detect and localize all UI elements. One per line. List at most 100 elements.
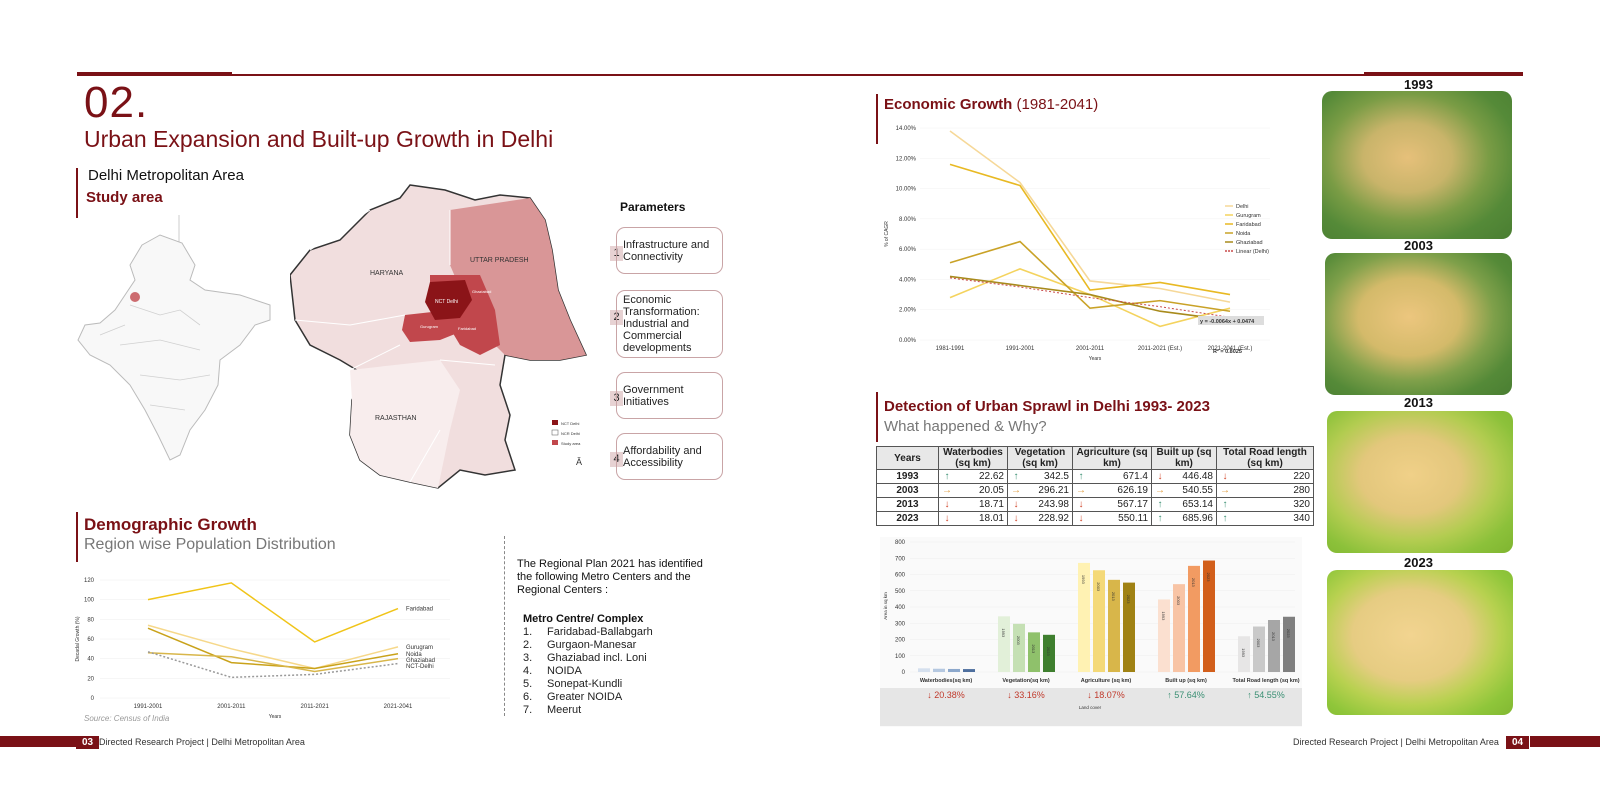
bar-label: 2023 xyxy=(1126,595,1131,605)
legend-label: Gurugram xyxy=(1236,213,1261,219)
x-tick-label: 2021-2041 xyxy=(384,704,413,710)
series-label: Faridabad xyxy=(406,607,433,613)
bar-label: 1993 xyxy=(1081,575,1086,585)
value-cell: ↓ 446.48 xyxy=(1151,469,1217,484)
label-faridabad: Faridabad xyxy=(458,326,476,331)
series-line xyxy=(949,163,1231,296)
value-cell: ↑ 340 xyxy=(1216,511,1314,526)
cell-value: 567.17 xyxy=(1117,499,1148,510)
bar xyxy=(918,668,930,672)
bar xyxy=(1108,579,1120,672)
legend-label: Linear (Delhi) xyxy=(1236,249,1269,255)
y-tick-label: 60 xyxy=(87,637,94,643)
trend-down-icon: ↓ xyxy=(1013,499,1019,510)
y-tick-label: 0 xyxy=(902,670,906,676)
series-label: Ghaziabad xyxy=(406,658,435,664)
list-item: 7. Meerut xyxy=(523,704,653,717)
y-tick-label: 40 xyxy=(87,657,94,663)
economic-heading: Economic Growth (1981-2041) xyxy=(884,96,1098,113)
list-item-label: Ghaziabad incl. Loni xyxy=(547,652,647,664)
y-tick-label: 8.00% xyxy=(899,217,917,223)
list-item: 2. Gurgaon-Manesar xyxy=(523,639,653,652)
list-item-number: 3. xyxy=(523,652,533,664)
cell-value: 296.21 xyxy=(1038,485,1069,496)
series-line xyxy=(147,651,399,679)
label-haryana: HARYANA xyxy=(370,270,404,277)
bar xyxy=(948,668,960,672)
cell-value: 671.4 xyxy=(1122,471,1148,482)
series-line xyxy=(147,582,399,643)
category-label: Vegetation(sq km) xyxy=(1002,678,1050,684)
category-label: Agriculture (sq km) xyxy=(1081,678,1132,684)
value-cell: → 540.55 xyxy=(1151,483,1217,498)
y-tick-label: 10.00% xyxy=(896,187,917,193)
value-cell: ↓ 228.92 xyxy=(1007,511,1073,526)
bar-footer xyxy=(880,688,1302,726)
label-nct: NCT Delhi xyxy=(435,299,458,305)
footer-bar-left xyxy=(0,736,78,747)
param-box-1: Infrastructure and Connectivity xyxy=(616,227,723,274)
list-item-number: 4. xyxy=(523,665,533,677)
footer-page-right: 04 xyxy=(1506,736,1530,749)
col-road: Total Road length (sq km) xyxy=(1216,446,1314,470)
bar xyxy=(1253,626,1265,672)
y-tick-label: 500 xyxy=(895,589,906,595)
trend-up-icon: ↑ xyxy=(1157,499,1163,510)
x-axis-label: Land cover xyxy=(1079,705,1102,710)
cell-value: 243.98 xyxy=(1038,499,1069,510)
series-label: Noida xyxy=(406,652,422,658)
table-row: 2023 ↓ 18.01 ↓ 228.92 ↓ 550.11 ↑ 685.96 ↑ 340 xyxy=(876,511,1314,526)
value-cell: ↑ 320 xyxy=(1216,497,1314,512)
y-tick-label: 20 xyxy=(87,676,94,682)
equation-box xyxy=(1198,316,1264,325)
table-row: 2013 ↓ 18.71 ↓ 243.98 ↓ 567.17 ↑ 653.14 ↑ 320 xyxy=(876,497,1314,512)
legend-swatch-study xyxy=(552,440,558,445)
y-tick-label: 700 xyxy=(895,556,906,562)
value-cell: ↑ 685.96 xyxy=(1151,511,1217,526)
table-header-row: Years Waterbodies (sq km) Vegetation (sq… xyxy=(876,446,1314,470)
rajasthan-region xyxy=(350,360,460,488)
map-2003 xyxy=(1325,253,1512,395)
trend-up-icon: ↑ xyxy=(1222,513,1228,524)
value-cell: ↓ 18.01 xyxy=(938,511,1008,526)
y-tick-label: 120 xyxy=(84,578,95,584)
bar-label: 2003 xyxy=(1096,582,1101,592)
label-ghaziabad: Ghaziabad xyxy=(472,289,491,294)
value-cell: → 20.05 xyxy=(938,483,1008,498)
demographic-title: Demographic Growth xyxy=(84,515,257,534)
bar-label: 1993 xyxy=(1161,611,1166,621)
value-cell: → 296.21 xyxy=(1007,483,1073,498)
series-line xyxy=(949,130,1231,303)
trend-up-icon: ↑ xyxy=(944,471,950,482)
trend-down-icon: ↓ xyxy=(1078,513,1084,524)
section-number: 02. xyxy=(84,78,149,127)
bar-label: 1993 xyxy=(1001,628,1006,638)
y-tick-label: 0 xyxy=(91,696,95,702)
trend-down-icon: ↓ xyxy=(1157,471,1163,482)
value-cell: ↓ 18.71 xyxy=(938,497,1008,512)
cell-value: 228.92 xyxy=(1038,513,1069,524)
col-agriculture: Agriculture (sq km) xyxy=(1072,446,1152,470)
series-line xyxy=(949,275,1231,322)
table-row: 1993 ↑ 22.62 ↑ 342.5 ↑ 671.4 ↓ 446.48 ↓ 220 xyxy=(876,469,1314,484)
demographic-chart: 0 20 40 60 80 100 120 1991-2001 2001-2011 2011-20… xyxy=(75,578,450,720)
param-box-3: Government Initiatives xyxy=(616,372,723,419)
trend-up-icon: ↑ xyxy=(1157,513,1163,524)
year-cell: 2023 xyxy=(876,511,939,526)
north-arrow-icon: Ă xyxy=(576,457,582,467)
cell-value: 280 xyxy=(1293,485,1310,496)
legend-label-study: Study area xyxy=(561,441,581,446)
list-item-label: Greater NOIDA xyxy=(547,691,623,703)
study-line1: Delhi Metropolitan Area xyxy=(88,167,244,184)
x-tick-label: 2001-2011 xyxy=(217,704,246,710)
list-item-label: Sonepat-Kundli xyxy=(547,678,623,690)
map-2023 xyxy=(1327,570,1513,715)
legend-label-nct: NCT Delhi xyxy=(561,421,579,426)
economic-chart: 0.00% 2.00% 4.00% 6.00% 8.00% 10.00% 12.00% 14.… xyxy=(884,126,1270,362)
footer-text-right: Directed Research Project | Delhi Metrop… xyxy=(1293,737,1499,747)
bar xyxy=(933,668,945,672)
economic-rule xyxy=(876,94,878,144)
trend-down-icon: ↓ xyxy=(1078,499,1084,510)
cell-value: 653.14 xyxy=(1182,499,1213,510)
list-item-number: 5. xyxy=(523,678,533,690)
